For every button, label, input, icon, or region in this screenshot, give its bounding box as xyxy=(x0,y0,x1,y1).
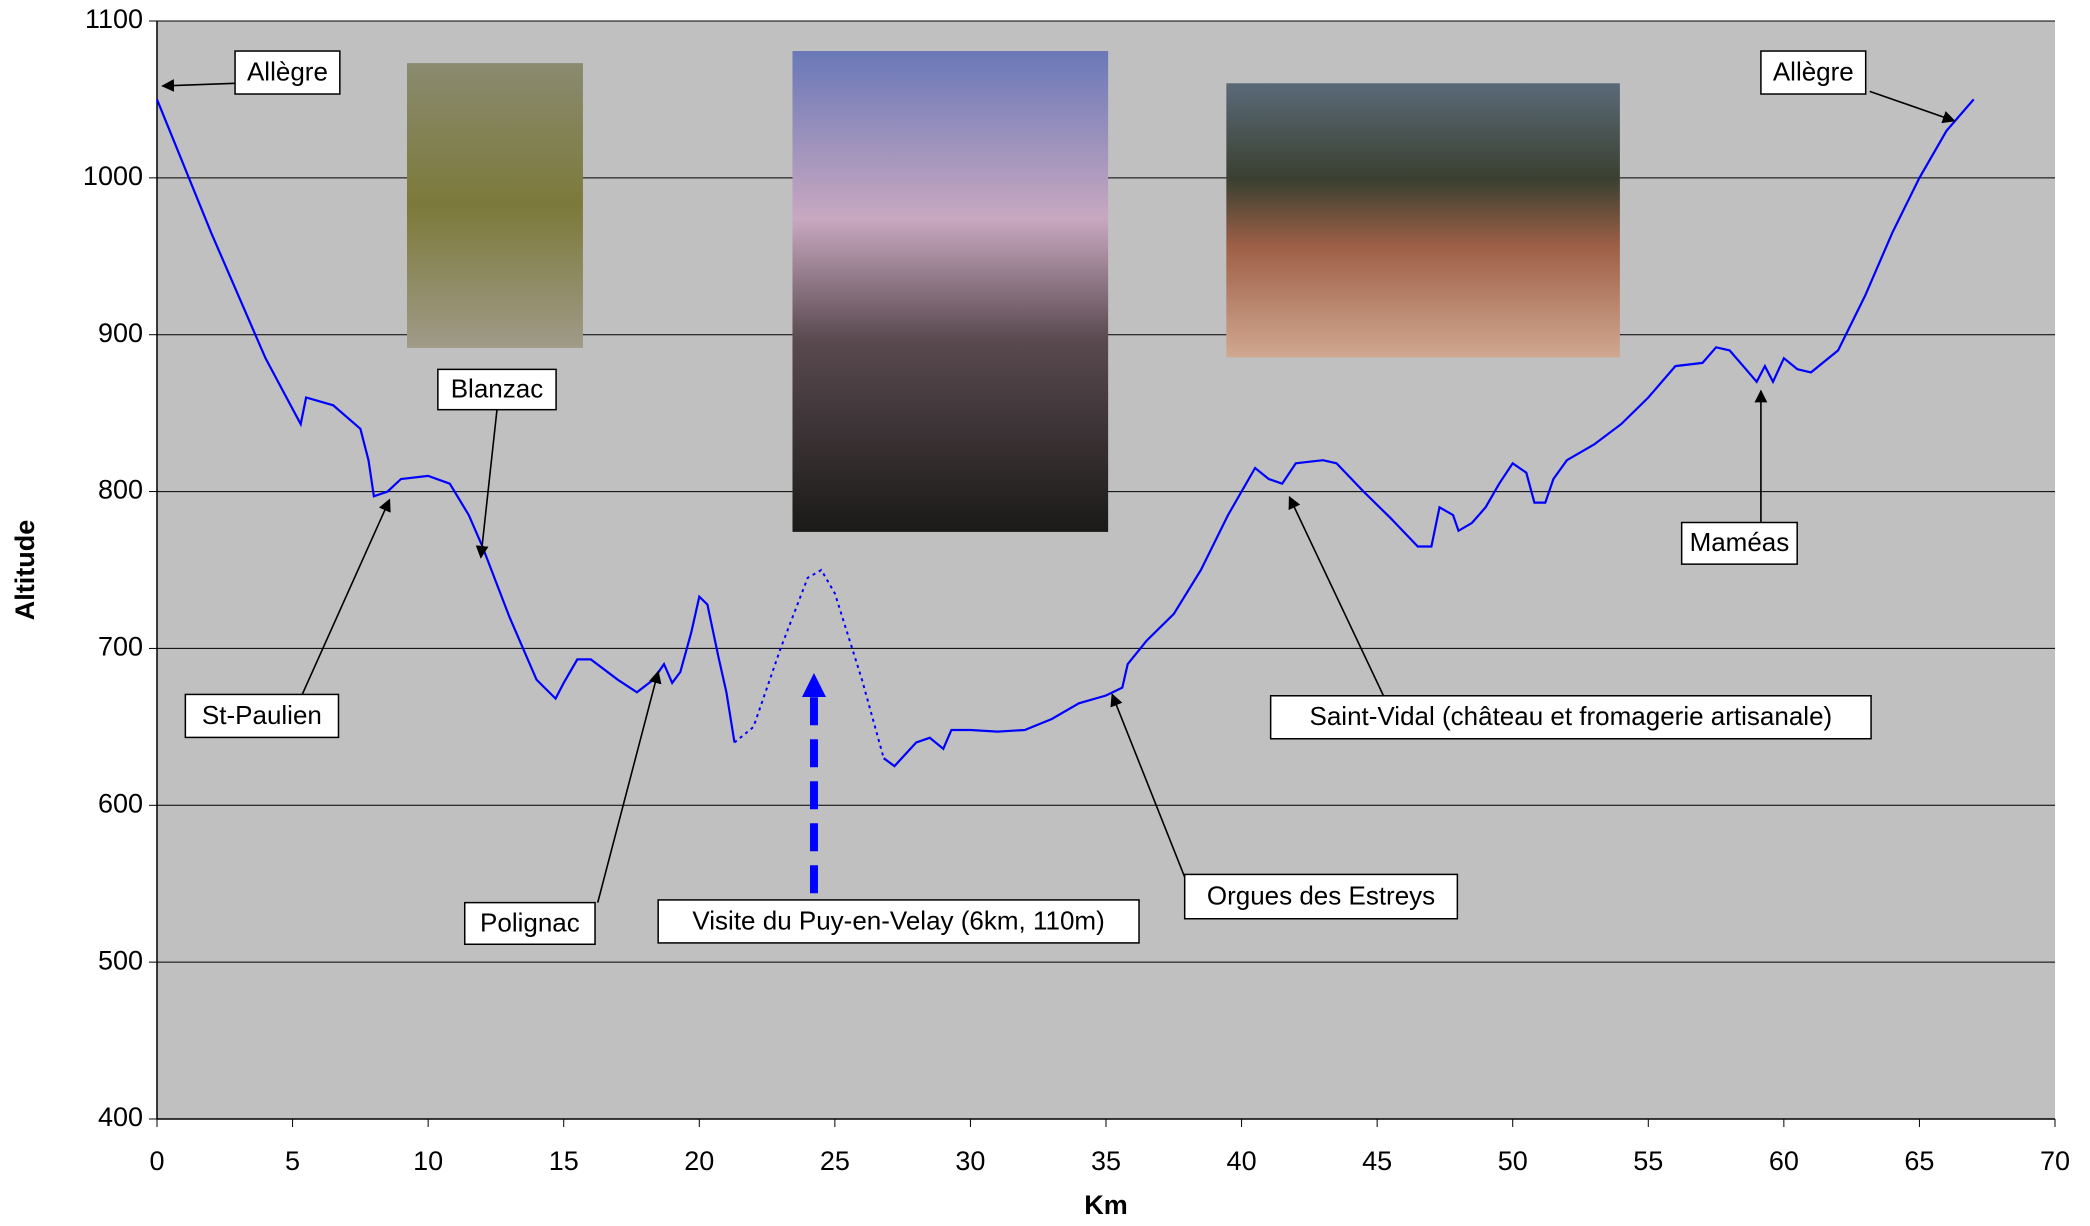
annotation-box xyxy=(1269,695,1872,740)
x-tick-label: 45 xyxy=(1362,1146,1392,1176)
arrow xyxy=(1110,693,1186,878)
annotation: Allègre xyxy=(161,50,341,95)
annotation-label: Allègre xyxy=(1773,56,1854,86)
photo xyxy=(792,51,1109,532)
y-tick-label: 1100 xyxy=(85,4,143,34)
arrow xyxy=(1288,495,1385,697)
y-tick-label: 500 xyxy=(98,945,143,975)
annotation: St-Paulien xyxy=(184,498,391,739)
annotation-label: Maméas xyxy=(1690,527,1790,557)
x-tick-label: 5 xyxy=(285,1146,300,1176)
arrow xyxy=(596,670,662,903)
x-axis-title: Km xyxy=(1084,1190,1128,1220)
annotation-label: St-Paulien xyxy=(202,700,322,730)
y-tick-label: 900 xyxy=(98,318,143,348)
x-tick-label: 0 xyxy=(149,1146,164,1176)
x-tick-label: 55 xyxy=(1633,1146,1663,1176)
annotation: Saint-Vidal (château et fromagerie artis… xyxy=(1269,495,1872,740)
x-tick-label: 35 xyxy=(1091,1146,1121,1176)
annotation-label: Orgues des Estreys xyxy=(1207,880,1435,910)
annotation-box xyxy=(463,901,596,946)
annotation-box xyxy=(234,50,341,95)
x-tick-label: 40 xyxy=(1227,1146,1257,1176)
x-tick-label: 25 xyxy=(820,1146,850,1176)
y-tick-label: 600 xyxy=(98,788,143,818)
x-tick-label: 60 xyxy=(1769,1146,1799,1176)
y-tick-label: 1000 xyxy=(83,161,143,191)
y-axis-title: Altitude xyxy=(10,520,40,621)
annotation-label: Polignac xyxy=(480,907,580,937)
annotation-box xyxy=(657,899,1140,944)
annotation: Orgues des Estreys xyxy=(1110,693,1459,920)
x-tick-label: 65 xyxy=(1904,1146,1934,1176)
photo xyxy=(406,63,583,348)
annotation-box xyxy=(1760,50,1867,95)
x-tick-label: 20 xyxy=(684,1146,714,1176)
y-tick-label: 400 xyxy=(98,1102,143,1132)
annotation: Allègre xyxy=(1760,50,1956,124)
annotation-box xyxy=(184,693,340,739)
annotation: Visite du Puy-en-Velay (6km, 110m) xyxy=(657,673,1140,944)
arrow xyxy=(161,79,236,92)
annotation: Polignac xyxy=(463,670,662,946)
annotation: Blanzac xyxy=(437,368,557,559)
arrow xyxy=(1869,90,1956,124)
arrow xyxy=(475,409,498,559)
photo xyxy=(1226,83,1620,358)
x-tick-label: 30 xyxy=(955,1146,985,1176)
x-tick-label: 50 xyxy=(1498,1146,1528,1176)
annotation-label: Visite du Puy-en-Velay (6km, 110m) xyxy=(692,905,1104,935)
line-series xyxy=(733,568,885,759)
x-tick-label: 10 xyxy=(413,1146,443,1176)
y-tick-label: 700 xyxy=(98,632,143,662)
annotation-box xyxy=(1183,873,1459,920)
y-tick-label: 800 xyxy=(98,475,143,505)
annotation-box xyxy=(1680,521,1798,565)
line-series xyxy=(155,98,1975,768)
annotation-label: Blanzac xyxy=(451,373,544,403)
annotation-box xyxy=(437,368,557,411)
x-tick-label: 15 xyxy=(549,1146,579,1176)
annotation-label: Allègre xyxy=(247,56,328,86)
annotation-label: Saint-Vidal (château et fromagerie artis… xyxy=(1310,701,1833,731)
arrow xyxy=(301,498,391,695)
x-tick-label: 70 xyxy=(2040,1146,2070,1176)
annotation: Maméas xyxy=(1680,389,1798,565)
